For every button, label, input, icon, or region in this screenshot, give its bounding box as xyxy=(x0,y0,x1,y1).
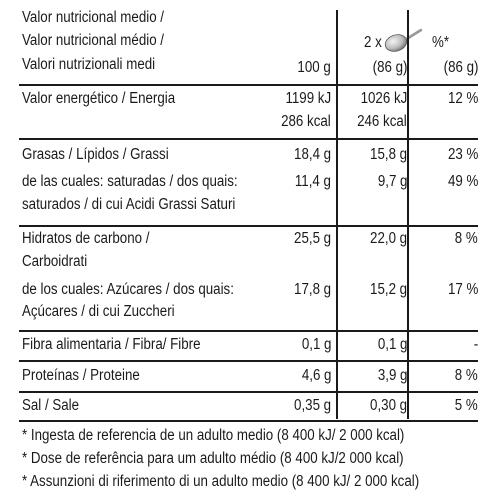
value-per-serving: 22,0 g xyxy=(369,230,407,247)
nutrient-label: Grasas / Lípidos / Grassi xyxy=(22,146,169,163)
value-percent: 17 % xyxy=(447,281,478,298)
value-per-serving: 246 kcal xyxy=(357,113,407,130)
value-per-100g: 0,35 g xyxy=(293,397,331,414)
row-divider xyxy=(19,84,478,86)
row-divider xyxy=(19,360,478,362)
nutrient-label: de los cuales: Azúcares / dos quais: xyxy=(22,281,234,298)
value-per-100g: 17,8 g xyxy=(293,281,331,298)
nutrient-label: Fibra alimentaria / Fibra/ Fibre xyxy=(22,336,201,353)
row-divider xyxy=(19,138,478,140)
nutrient-label: Carboidrati xyxy=(22,253,88,270)
value-per-100g: 1199 kJ xyxy=(285,90,331,107)
value-percent: 8 % xyxy=(455,230,478,247)
value-per-100g: 25,5 g xyxy=(293,230,331,247)
header-percent-weight: (86 g) xyxy=(443,59,478,76)
value-per-100g: 18,4 g xyxy=(293,146,331,163)
header-serving-weight: (86 g) xyxy=(372,59,407,76)
value-per-serving: 9,7 g xyxy=(377,173,407,190)
footnote: * Ingesta de referencia de un adulto med… xyxy=(22,427,405,444)
value-per-100g: 4,6 g xyxy=(301,367,331,384)
value-per-serving: 15,2 g xyxy=(369,281,407,298)
value-per-100g: 0,1 g xyxy=(301,336,331,353)
row-divider xyxy=(19,330,478,332)
header-title-it: Valori nutrizionali medi xyxy=(22,56,156,73)
nutrient-label: saturados / di cui Acidi Grassi Saturi xyxy=(22,196,236,213)
value-percent: 8 % xyxy=(455,367,478,384)
header-title-es: Valor nutricional medio / xyxy=(22,9,165,26)
nutrient-label: de las cuales: saturadas / dos quais: xyxy=(22,173,238,190)
nutrient-label: Valor energético / Energia xyxy=(22,90,176,107)
spoon-icon xyxy=(384,28,423,52)
column-divider xyxy=(336,10,338,419)
value-per-100g: 11,4 g xyxy=(294,173,331,190)
nutrient-label: Hidratos de carbono / xyxy=(22,230,150,247)
value-percent: 12 % xyxy=(447,90,478,107)
row-divider xyxy=(19,225,478,227)
value-per-serving: 15,8 g xyxy=(369,146,407,163)
header-percent-symbol: %* xyxy=(432,34,450,51)
value-per-serving: 3,9 g xyxy=(377,367,407,384)
header-per-100g: 100 g xyxy=(297,59,331,76)
value-per-serving: 1026 kJ xyxy=(360,90,407,107)
value-percent: 5 % xyxy=(455,397,478,414)
column-divider xyxy=(407,10,409,419)
row-divider xyxy=(19,391,478,393)
value-percent: 49 % xyxy=(447,173,478,190)
nutrient-label: Proteínas / Proteine xyxy=(22,367,140,384)
value-percent: 23 % xyxy=(447,146,478,163)
footnote: * Dose de referência para um adulto médi… xyxy=(22,450,404,467)
nutrient-label: Açúcares / di cui Zuccheri xyxy=(22,303,175,320)
header-title-pt: Valor nutricional médio / xyxy=(22,32,165,49)
value-per-serving: 0,30 g xyxy=(369,397,407,414)
nutrient-label: Sal / Sale xyxy=(22,397,80,414)
header-serving-count: 2 x xyxy=(364,34,382,51)
value-percent: - xyxy=(473,336,478,353)
value-per-100g: 286 kcal xyxy=(281,113,331,130)
row-divider xyxy=(19,420,478,422)
value-per-serving: 0,1 g xyxy=(377,336,407,353)
footnote: * Assunzioni di riferimento di un adulto… xyxy=(22,473,420,490)
